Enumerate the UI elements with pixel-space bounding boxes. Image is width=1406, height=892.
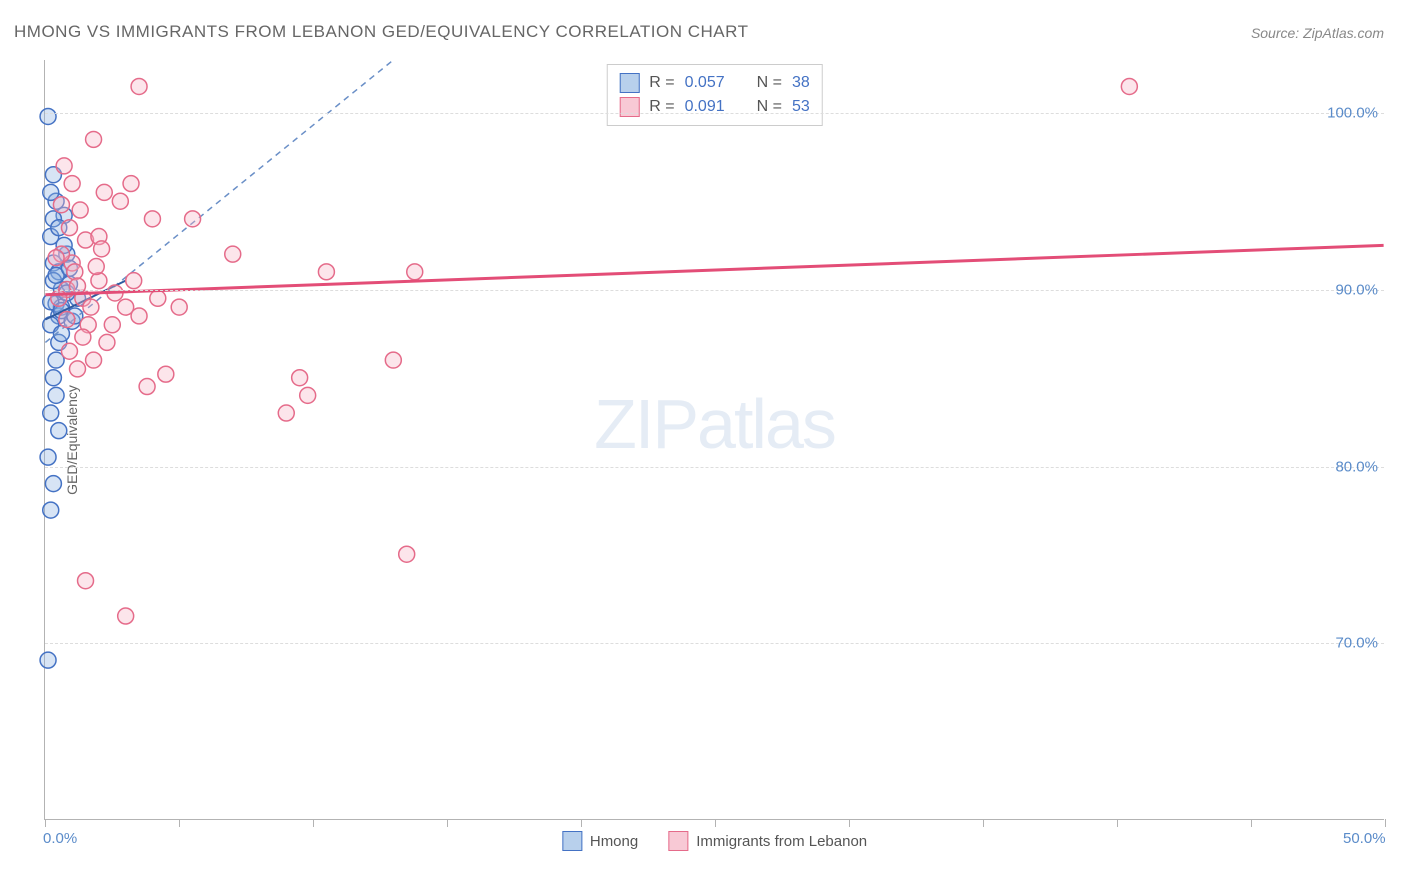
scatter-point: [385, 352, 401, 368]
scatter-point: [94, 241, 110, 257]
scatter-point: [171, 299, 187, 315]
stats-row: R = 0.057 N = 38: [619, 71, 810, 95]
scatter-point: [131, 308, 147, 324]
scatter-point: [67, 264, 83, 280]
gridline-h: [45, 643, 1384, 644]
scatter-point: [70, 361, 86, 377]
y-tick-label: 70.0%: [1335, 635, 1378, 652]
legend-label: Hmong: [590, 833, 638, 850]
stats-row: R = 0.091 N = 53: [619, 95, 810, 119]
scatter-point: [83, 299, 99, 315]
scatter-point: [126, 273, 142, 289]
scatter-point: [150, 290, 166, 306]
gridline-h: [45, 290, 1384, 291]
scatter-point: [96, 184, 112, 200]
gridline-h: [45, 467, 1384, 468]
diagonal-guide: [45, 60, 393, 342]
scatter-point: [72, 202, 88, 218]
scatter-point: [185, 211, 201, 227]
scatter-point: [139, 379, 155, 395]
scatter-point: [48, 250, 64, 266]
scatter-point: [48, 387, 64, 403]
legend-swatch: [668, 831, 688, 851]
scatter-point: [118, 608, 134, 624]
x-tick-mark: [983, 819, 984, 827]
scatter-point: [43, 502, 59, 518]
scatter-point: [99, 334, 115, 350]
scatter-point: [86, 352, 102, 368]
stat-r-label: R =: [649, 74, 674, 92]
scatter-point: [399, 546, 415, 562]
bottom-legend: Hmong Immigrants from Lebanon: [562, 831, 867, 851]
scatter-point: [1121, 78, 1137, 94]
scatter-point: [64, 176, 80, 192]
chart-title: HMONG VS IMMIGRANTS FROM LEBANON GED/EQU…: [14, 22, 749, 42]
stat-r-value: 0.057: [685, 74, 725, 92]
stats-box: R = 0.057 N = 38 R = 0.091 N = 53: [606, 64, 823, 126]
x-tick-label: 50.0%: [1343, 830, 1386, 847]
legend-swatch: [562, 831, 582, 851]
scatter-point: [278, 405, 294, 421]
scatter-point: [78, 573, 94, 589]
scatter-point: [144, 211, 160, 227]
trend-line: [45, 245, 1383, 294]
legend-label: Immigrants from Lebanon: [696, 833, 867, 850]
x-tick-mark: [1117, 819, 1118, 827]
stat-n-label: N =: [757, 74, 782, 92]
x-tick-mark: [447, 819, 448, 827]
scatter-point: [61, 220, 77, 236]
chart-svg: [45, 60, 1384, 819]
scatter-point: [43, 405, 59, 421]
scatter-point: [104, 317, 120, 333]
x-tick-mark: [1251, 819, 1252, 827]
scatter-point: [40, 449, 56, 465]
scatter-point: [40, 652, 56, 668]
legend-item: Hmong: [562, 831, 638, 851]
scatter-point: [91, 273, 107, 289]
x-tick-mark: [179, 819, 180, 827]
scatter-point: [61, 343, 77, 359]
legend-item: Immigrants from Lebanon: [668, 831, 867, 851]
x-tick-mark: [715, 819, 716, 827]
y-tick-label: 90.0%: [1335, 281, 1378, 298]
scatter-point: [59, 311, 75, 327]
y-tick-label: 100.0%: [1327, 105, 1378, 122]
stat-n-value: 38: [792, 74, 810, 92]
scatter-point: [158, 366, 174, 382]
x-tick-mark: [313, 819, 314, 827]
gridline-h: [45, 113, 1384, 114]
x-tick-mark: [581, 819, 582, 827]
scatter-point: [56, 158, 72, 174]
scatter-point: [86, 131, 102, 147]
plot-area: GED/Equivalency ZIPatlas R = 0.057 N = 3…: [44, 60, 1384, 820]
x-tick-mark: [45, 819, 46, 827]
x-tick-mark: [1385, 819, 1386, 827]
source-label: Source: ZipAtlas.com: [1251, 25, 1384, 41]
y-tick-label: 80.0%: [1335, 458, 1378, 475]
scatter-point: [70, 278, 86, 294]
scatter-point: [40, 108, 56, 124]
scatter-point: [131, 78, 147, 94]
scatter-point: [112, 193, 128, 209]
scatter-point: [292, 370, 308, 386]
scatter-point: [88, 259, 104, 275]
x-tick-mark: [849, 819, 850, 827]
scatter-point: [407, 264, 423, 280]
scatter-point: [123, 176, 139, 192]
legend-swatch: [619, 73, 639, 93]
scatter-point: [53, 197, 69, 213]
scatter-point: [75, 329, 91, 345]
scatter-point: [225, 246, 241, 262]
scatter-point: [45, 476, 61, 492]
scatter-point: [51, 423, 67, 439]
scatter-point: [300, 387, 316, 403]
scatter-point: [45, 370, 61, 386]
x-tick-label: 0.0%: [43, 830, 77, 847]
scatter-point: [318, 264, 334, 280]
